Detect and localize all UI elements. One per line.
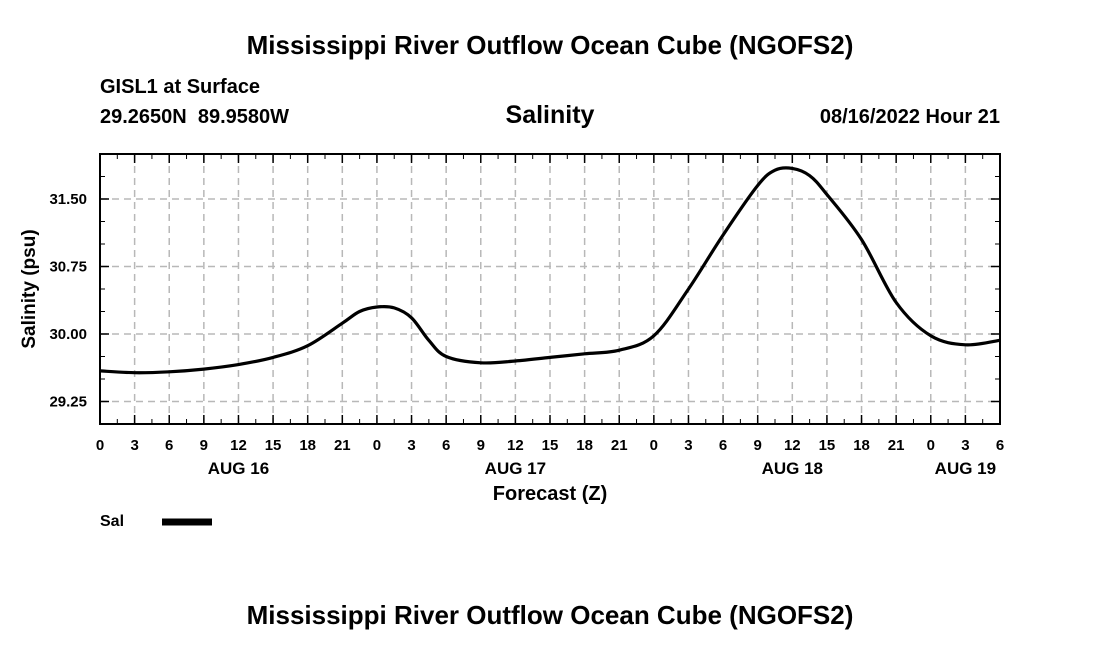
- x-tick-label: 15: [265, 437, 282, 454]
- x-tick-label: 0: [650, 437, 658, 454]
- x-tick-label: 9: [754, 437, 762, 454]
- x-tick-label: 6: [996, 437, 1004, 454]
- chart-title: Salinity: [505, 101, 595, 129]
- x-tick-label: 6: [719, 437, 727, 454]
- x-tick-label: 0: [373, 437, 381, 454]
- x-tick-label: 15: [819, 437, 836, 454]
- x-tick-label: 21: [888, 437, 905, 454]
- x-tick-label: 3: [130, 437, 138, 454]
- x-tick-label: 9: [477, 437, 485, 454]
- x-tick-label: 15: [542, 437, 559, 454]
- legend-label: Sal: [100, 513, 124, 530]
- x-tick-label: 18: [299, 437, 316, 454]
- x-day-label: AUG 19: [935, 459, 996, 478]
- station-coordinates: 29.2650N 89.9580W: [100, 106, 289, 129]
- series-line-sal: [99, 166, 1001, 375]
- longitude: 89.9580W: [197, 106, 290, 128]
- chart-legend: Sal: [100, 513, 212, 530]
- y-tick-label: 31.50: [49, 191, 87, 208]
- chart-ticks: [99, 154, 1001, 424]
- chart-labels: 0 3 6 9 12 15 18 21 0 3 6 9 12 15 18 21 0 3 6 9 12 15 18 21 0 3 6 2…: [19, 191, 1004, 505]
- x-tick-label: 3: [684, 437, 692, 454]
- x-tick-label: 6: [165, 437, 173, 454]
- x-day-label: AUG 18: [762, 459, 823, 478]
- x-tick-label: 12: [507, 437, 524, 454]
- x-axis-title: Forecast (Z): [493, 483, 607, 505]
- x-tick-label: 18: [853, 437, 870, 454]
- forecast-datetime: 08/16/2022 Hour 21: [819, 106, 1000, 128]
- x-tick-label: 12: [230, 437, 247, 454]
- x-tick-label: 6: [442, 437, 450, 454]
- chart-series: [99, 166, 1001, 375]
- x-tick-label: 21: [611, 437, 628, 454]
- latitude: 29.2650N: [100, 106, 187, 128]
- x-tick-label: 3: [961, 437, 969, 454]
- x-day-label: AUG 17: [485, 459, 546, 478]
- station-name: GISL1 at Surface: [100, 76, 261, 98]
- x-tick-label: 3: [407, 437, 415, 454]
- chart-grid: [100, 154, 1000, 424]
- y-tick-label: 29.25: [49, 394, 87, 411]
- y-tick-label: 30.75: [49, 259, 87, 276]
- y-tick-label: 30.00: [49, 326, 87, 343]
- y-axis-title: Salinity (psu): [19, 229, 40, 348]
- x-tick-label: 9: [200, 437, 208, 454]
- x-tick-label: 0: [96, 437, 104, 454]
- x-tick-label: 18: [576, 437, 593, 454]
- x-tick-label: 0: [927, 437, 935, 454]
- footer-title: Mississippi River Outflow Ocean Cube (NG…: [246, 600, 854, 630]
- x-tick-label: 21: [334, 437, 351, 454]
- page-title: Mississippi River Outflow Ocean Cube (NG…: [246, 30, 854, 60]
- x-day-label: AUG 16: [208, 459, 269, 478]
- x-tick-label: 12: [784, 437, 801, 454]
